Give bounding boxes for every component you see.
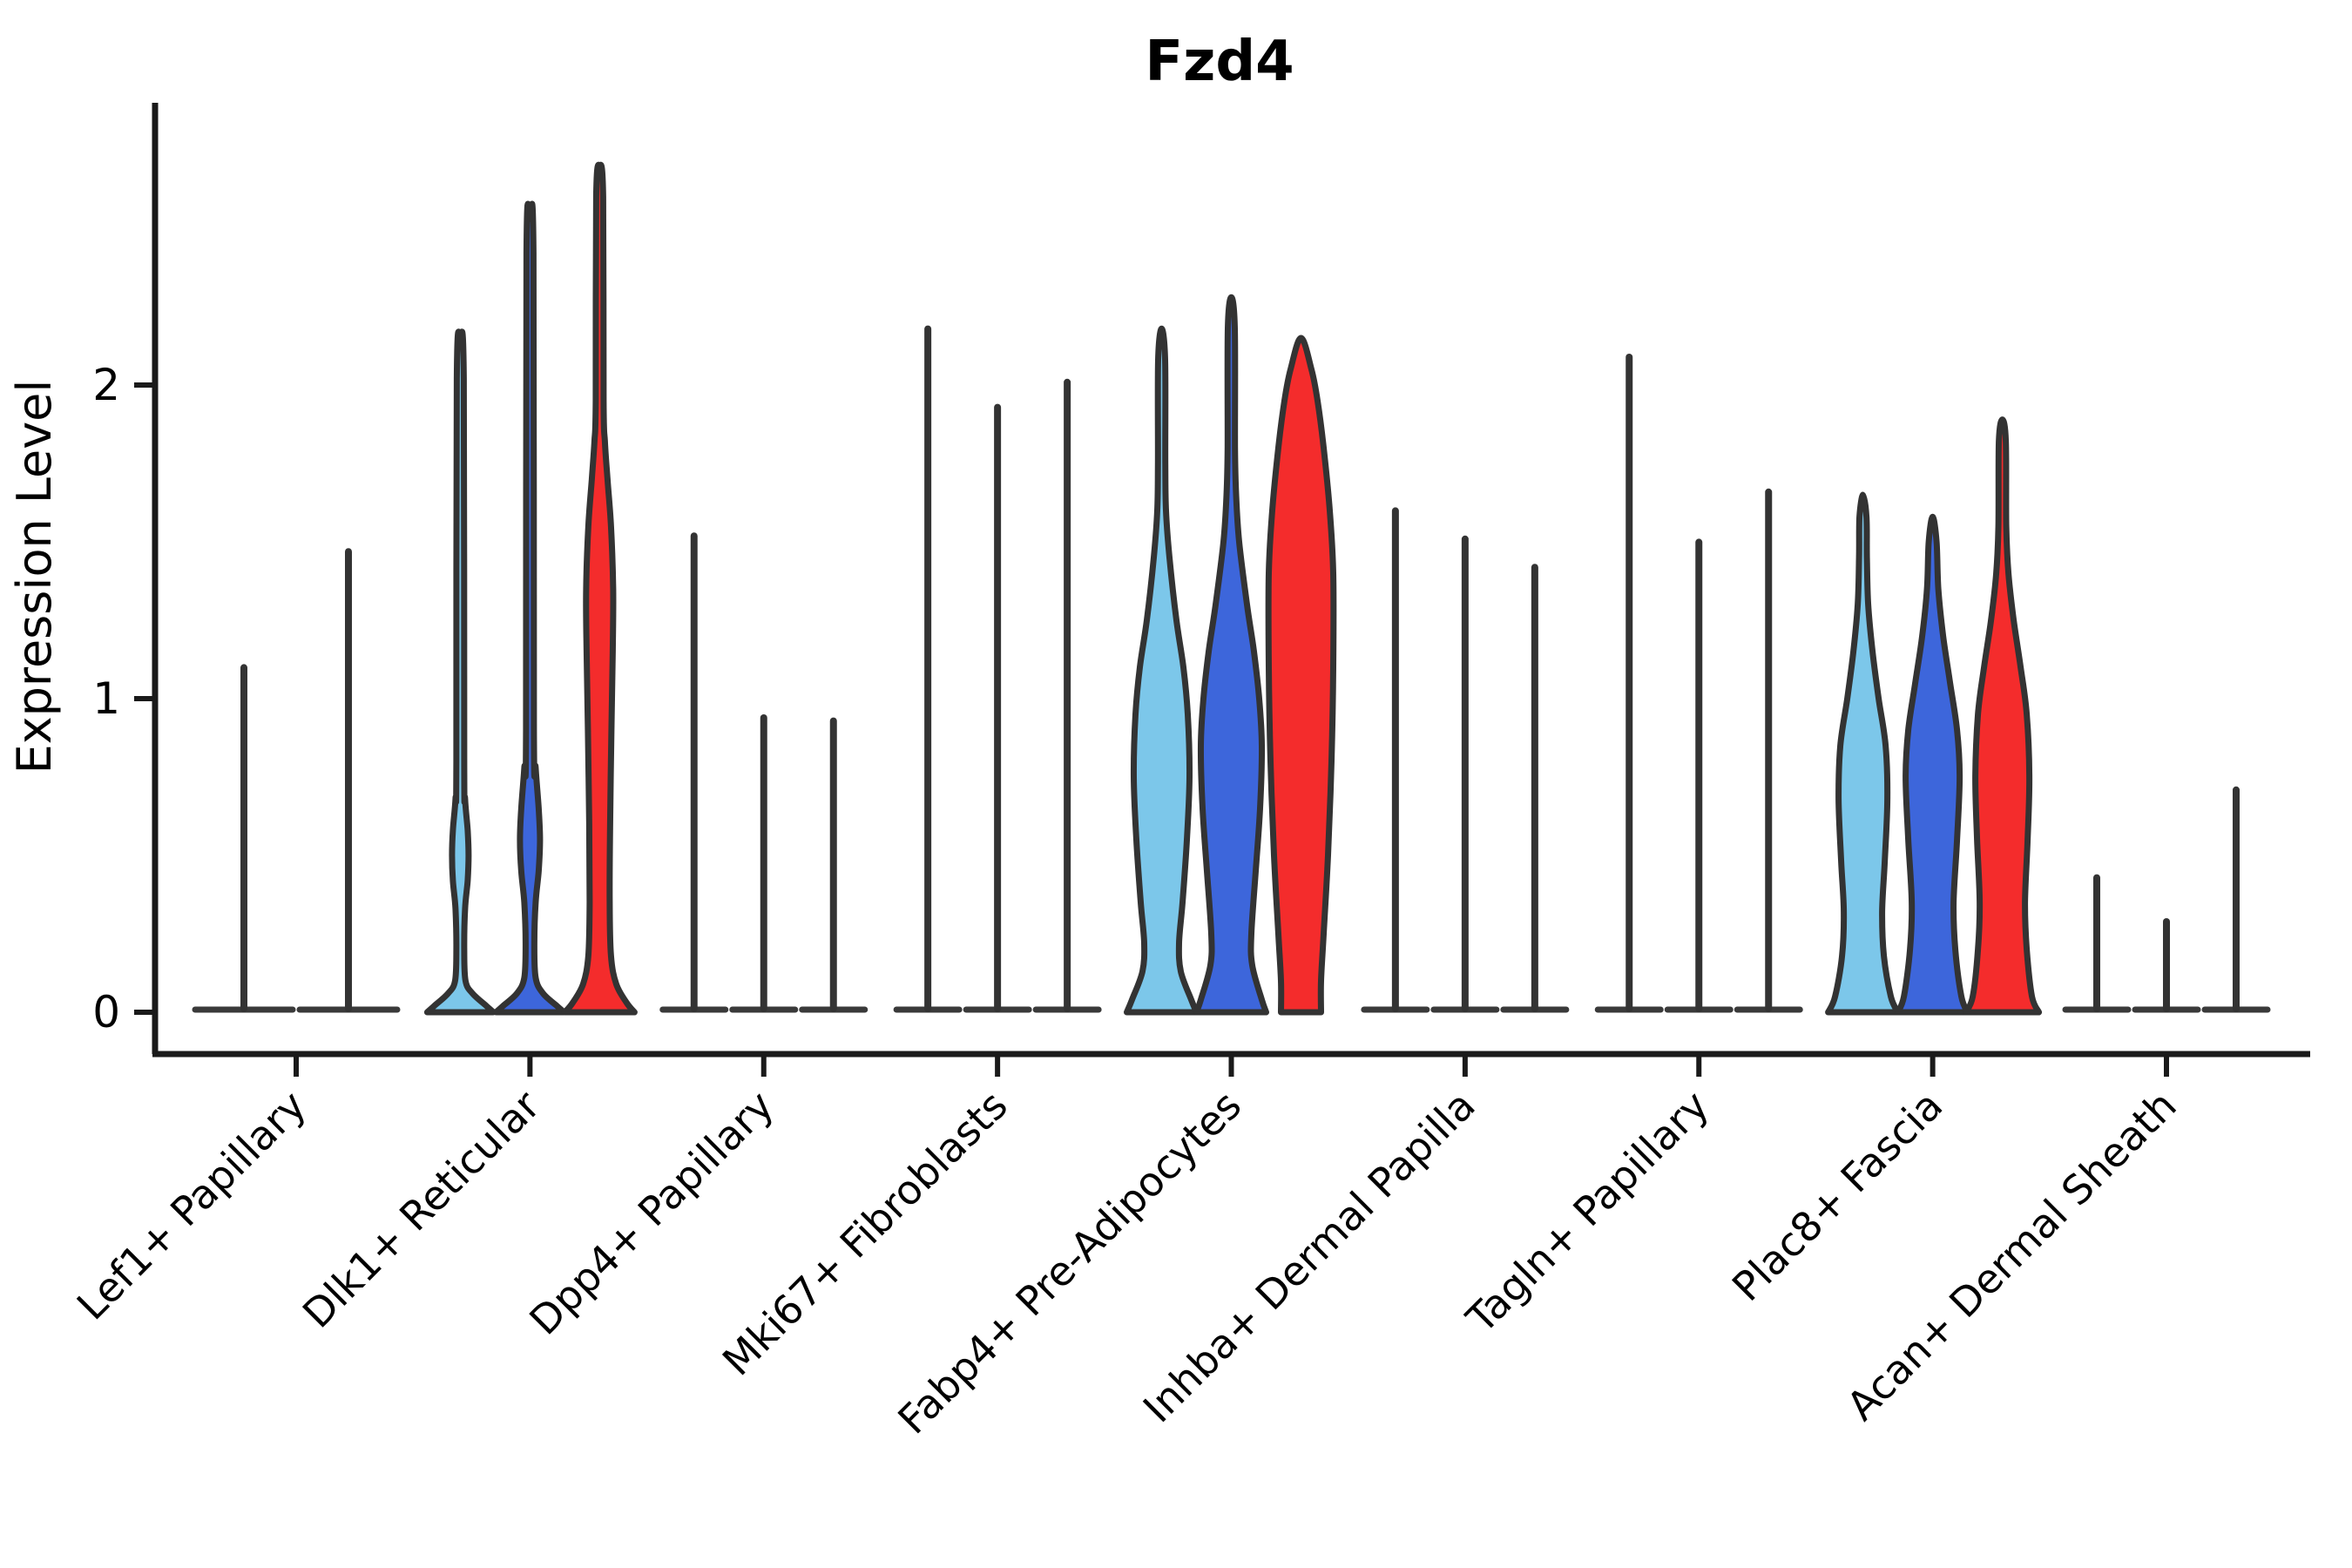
y-tick-label: 0 xyxy=(92,987,120,1037)
y-axis-label: Expression Level xyxy=(7,380,62,774)
x-tick-label: Lef1+ Papillary xyxy=(68,1082,315,1329)
y-tick-label: 1 xyxy=(92,673,120,724)
x-tick-label: Tagln+ Papillary xyxy=(1456,1082,1718,1343)
violin-lightblue xyxy=(1124,325,1200,1016)
x-tick-label: Dpp4+ Papillary xyxy=(520,1082,782,1344)
violin-lightblue xyxy=(1825,491,1902,1016)
violins-layer xyxy=(192,161,2271,1016)
violin-lightblue xyxy=(423,328,497,1016)
violin-blue xyxy=(1193,294,1269,1016)
violin-red xyxy=(561,161,638,1016)
violin-blue xyxy=(1895,513,1971,1016)
y-tick-label: 2 xyxy=(92,360,120,410)
violin-red xyxy=(1963,416,2043,1016)
x-tick-label: Dlk1+ Reticular xyxy=(294,1082,549,1337)
violin-red xyxy=(1265,335,1337,1016)
chart-title: Fzd4 xyxy=(1145,30,1294,94)
x-tick-label: Plac8+ Fascia xyxy=(1723,1082,1951,1310)
violin-blue xyxy=(492,200,567,1016)
